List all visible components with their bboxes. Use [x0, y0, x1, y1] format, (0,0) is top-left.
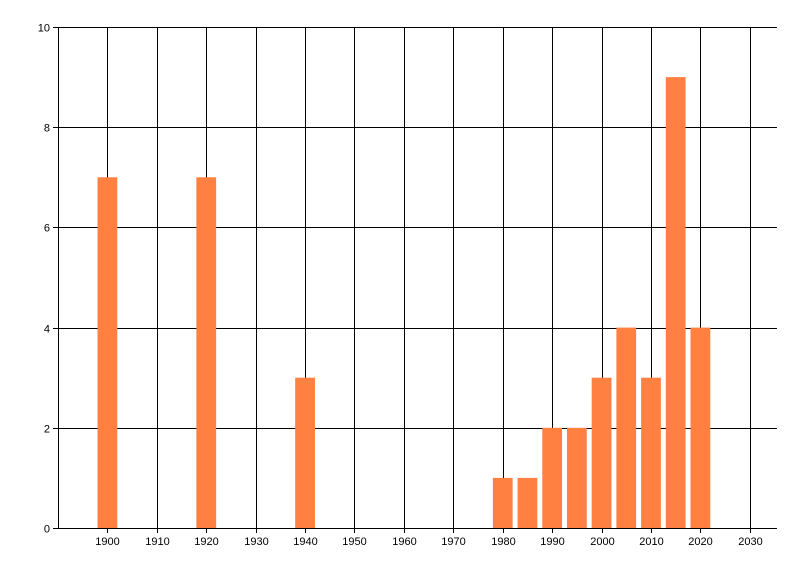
- bar: [97, 177, 118, 529]
- x-tick-label: 2020: [688, 536, 712, 548]
- y-tick-label: 6: [44, 223, 50, 235]
- bar: [295, 377, 315, 528]
- x-tick-label: 1990: [540, 536, 564, 548]
- bar: [616, 327, 637, 528]
- x-tick-label: 1960: [392, 536, 416, 548]
- x-tick-label: 2000: [590, 536, 614, 548]
- bar: [542, 427, 563, 528]
- x-tick-label: 1910: [145, 536, 169, 548]
- y-tick-label: 0: [44, 524, 50, 536]
- x-tick-label: 2030: [738, 536, 762, 548]
- bar: [566, 427, 587, 528]
- x-tick-label: 1940: [293, 536, 317, 548]
- x-tick-label: 2010: [639, 536, 663, 548]
- x-tick-label: 1970: [441, 536, 465, 548]
- y-tick-label: 2: [44, 424, 50, 436]
- x-tick-label: 1900: [95, 536, 119, 548]
- bar: [591, 377, 612, 528]
- y-tick-label: 4: [44, 324, 50, 336]
- y-tick-label: 8: [44, 123, 50, 135]
- bar: [641, 377, 661, 528]
- x-tick-label: 1920: [194, 536, 218, 548]
- bar: [196, 177, 217, 529]
- x-tick-label: 1950: [342, 536, 366, 548]
- bar: [690, 327, 711, 528]
- bar: [665, 77, 686, 528]
- bar: [492, 477, 513, 528]
- x-tick-label: 1930: [244, 536, 268, 548]
- bar: [517, 477, 538, 528]
- x-tick-label: 1980: [491, 536, 515, 548]
- y-tick-label: 10: [38, 23, 50, 35]
